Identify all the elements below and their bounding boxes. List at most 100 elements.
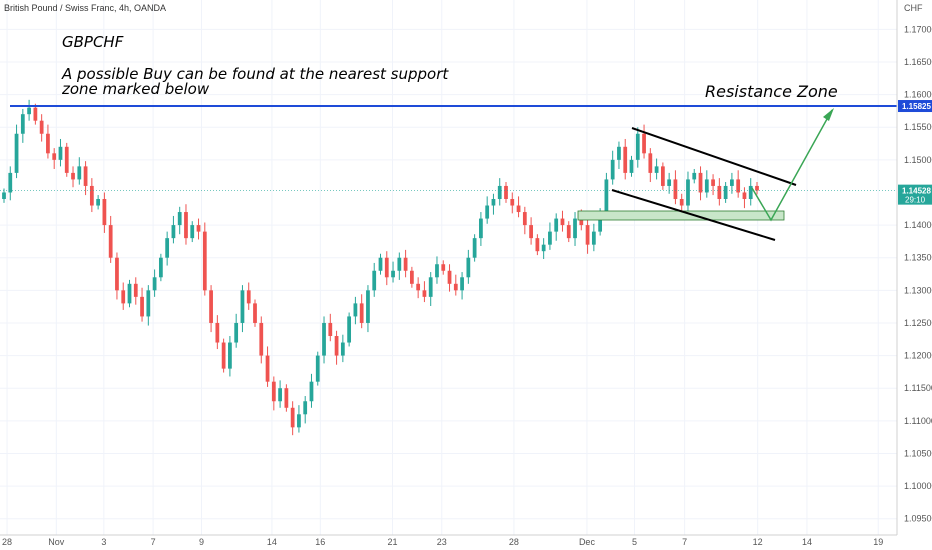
candle-body bbox=[391, 270, 395, 278]
candle-body bbox=[133, 283, 138, 297]
candle-body bbox=[704, 179, 709, 193]
candle-body bbox=[378, 257, 383, 271]
candle bbox=[328, 313, 333, 342]
candle bbox=[397, 252, 402, 280]
candle-body bbox=[573, 218, 577, 239]
time-tick-label: Nov bbox=[48, 537, 65, 547]
candle-body bbox=[209, 290, 213, 323]
candle bbox=[711, 174, 715, 196]
candle bbox=[403, 249, 408, 278]
candle bbox=[234, 313, 239, 348]
candle-body bbox=[529, 225, 533, 239]
candle-body bbox=[265, 355, 270, 382]
candle-body bbox=[52, 153, 57, 160]
candle bbox=[667, 172, 672, 194]
candle-body bbox=[579, 218, 584, 226]
candle-body bbox=[253, 303, 257, 323]
candle bbox=[409, 266, 414, 288]
candle bbox=[623, 138, 628, 180]
candle bbox=[146, 285, 151, 326]
grid-x bbox=[6, 0, 879, 535]
candle-body bbox=[64, 146, 69, 173]
candle-body bbox=[297, 414, 301, 428]
candle-body bbox=[516, 205, 521, 213]
candle-body bbox=[466, 257, 471, 278]
candle bbox=[158, 253, 163, 282]
candle bbox=[64, 142, 69, 177]
candle bbox=[127, 279, 132, 308]
candle-body bbox=[8, 172, 13, 193]
candle bbox=[522, 206, 527, 235]
candle bbox=[692, 168, 697, 184]
candle-body bbox=[730, 179, 734, 186]
candle bbox=[284, 384, 289, 412]
candle bbox=[259, 316, 264, 364]
candle-body bbox=[660, 166, 665, 186]
price-tick-label: 1.10000 bbox=[904, 481, 932, 491]
candle-body bbox=[215, 322, 220, 343]
candle bbox=[516, 196, 521, 218]
candle bbox=[353, 296, 358, 325]
candle bbox=[184, 204, 188, 245]
candle bbox=[416, 277, 421, 299]
candle-body bbox=[384, 257, 389, 278]
candle-body bbox=[240, 290, 245, 323]
candle-body bbox=[39, 120, 44, 134]
time-tick-label: 19 bbox=[873, 537, 883, 547]
candle-body bbox=[366, 290, 370, 323]
candle-body bbox=[698, 172, 703, 193]
candle bbox=[717, 178, 722, 206]
candle-body bbox=[284, 388, 289, 408]
time-tick-label: Dec bbox=[579, 537, 596, 547]
candle bbox=[617, 141, 621, 169]
candle bbox=[265, 346, 270, 387]
candle bbox=[560, 210, 565, 232]
time-tick-label: 14 bbox=[802, 537, 812, 547]
price-tick-label: 1.09500 bbox=[904, 514, 932, 524]
current-price-tag-text: 1.14528 bbox=[902, 187, 931, 196]
candle bbox=[723, 182, 728, 203]
candle bbox=[510, 192, 515, 214]
candle bbox=[20, 108, 25, 143]
candle-body bbox=[221, 342, 226, 369]
resistance-price-tag bbox=[898, 100, 932, 113]
candle bbox=[642, 124, 646, 159]
price-tick-label: 1.12500 bbox=[904, 318, 932, 328]
resistance-price-tag-text: 1.15825 bbox=[902, 102, 931, 111]
candle-body bbox=[441, 264, 446, 271]
candle-body bbox=[635, 133, 640, 160]
candle bbox=[548, 222, 552, 250]
candle bbox=[610, 150, 615, 185]
candle-body bbox=[77, 166, 82, 180]
price-tick-label: 1.10500 bbox=[904, 448, 932, 458]
candle bbox=[202, 222, 207, 296]
candle bbox=[698, 166, 703, 201]
candle bbox=[554, 213, 559, 241]
candle-body bbox=[202, 231, 207, 291]
candle bbox=[14, 124, 19, 179]
candle-body bbox=[679, 198, 684, 206]
candle-body bbox=[623, 146, 628, 173]
candle-body bbox=[648, 153, 653, 173]
candle bbox=[27, 99, 31, 121]
time-tick-label: 16 bbox=[315, 537, 325, 547]
candle-body bbox=[422, 290, 427, 297]
candle bbox=[271, 376, 276, 411]
candle bbox=[115, 252, 119, 300]
candle-body bbox=[359, 303, 364, 323]
candle bbox=[121, 282, 126, 310]
candle bbox=[585, 219, 590, 254]
candle-body bbox=[146, 290, 151, 317]
candle-body bbox=[290, 407, 295, 428]
candle bbox=[89, 178, 94, 213]
price-tick-label: 1.17000 bbox=[904, 24, 932, 34]
candle-body bbox=[71, 172, 75, 180]
price-tick-label: 1.11500 bbox=[904, 383, 932, 393]
candle-body bbox=[717, 185, 722, 199]
candle bbox=[253, 299, 257, 327]
candle-body bbox=[522, 212, 527, 226]
candle-body bbox=[20, 114, 25, 134]
chart-title: British Pound / Swiss Franc, 4h, OANDA bbox=[4, 3, 166, 13]
candle-body bbox=[428, 277, 433, 297]
